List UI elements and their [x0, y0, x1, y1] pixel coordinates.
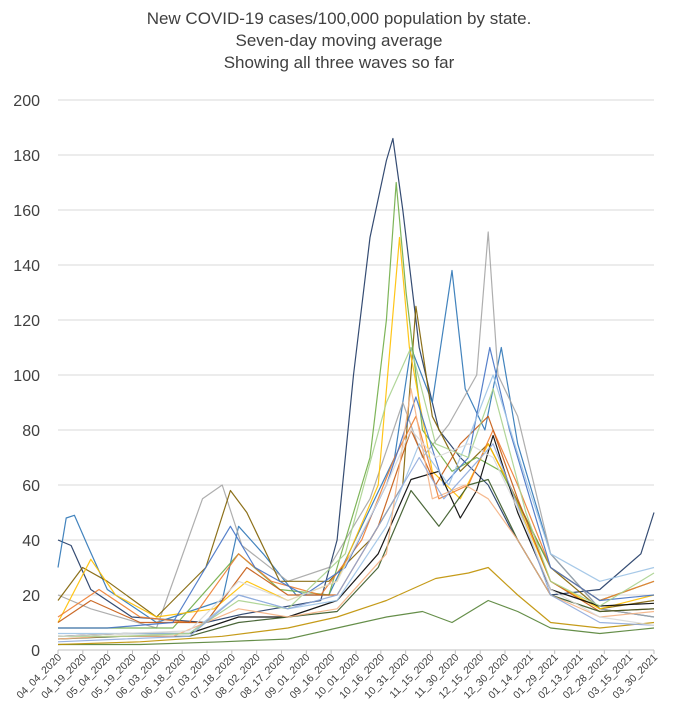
y-tick-label: 100	[13, 368, 40, 385]
series-lines	[57, 137, 655, 646]
series-line	[58, 599, 655, 646]
y-tick-label: 120	[13, 313, 40, 330]
y-tick-label: 200	[13, 93, 40, 110]
y-axis: 0 20 40 60 80 100 120 140 160 180 200	[13, 93, 40, 660]
x-axis: 04_04_202004_19_202005_04_202005_19_2020…	[14, 650, 660, 701]
series-line	[57, 137, 655, 624]
y-tick-label: 80	[22, 423, 40, 440]
series-line	[57, 231, 655, 629]
chart-title-line-3: Showing all three waves so far	[223, 53, 455, 72]
series-line	[57, 443, 655, 643]
series-line	[58, 346, 655, 629]
y-tick-label: 0	[31, 643, 40, 660]
chart-title-line-1: New COVID-19 cases/100,000 population by…	[146, 9, 532, 28]
chart-title: New COVID-19 cases/100,000 population by…	[0, 8, 678, 74]
series-line	[57, 415, 655, 624]
series-line	[58, 374, 655, 635]
series-line	[57, 429, 655, 637]
y-tick-label: 180	[13, 148, 40, 165]
y-tick-label: 40	[22, 533, 40, 550]
gridlines	[58, 99, 654, 651]
chart-title-line-2: Seven-day moving average	[235, 31, 443, 50]
series-line	[57, 566, 655, 646]
y-tick-label: 20	[22, 588, 40, 605]
series-line	[57, 269, 655, 624]
y-tick-label: 160	[13, 203, 40, 220]
y-tick-label: 140	[13, 258, 40, 275]
series-line	[57, 388, 655, 640]
y-tick-label: 60	[22, 478, 40, 495]
